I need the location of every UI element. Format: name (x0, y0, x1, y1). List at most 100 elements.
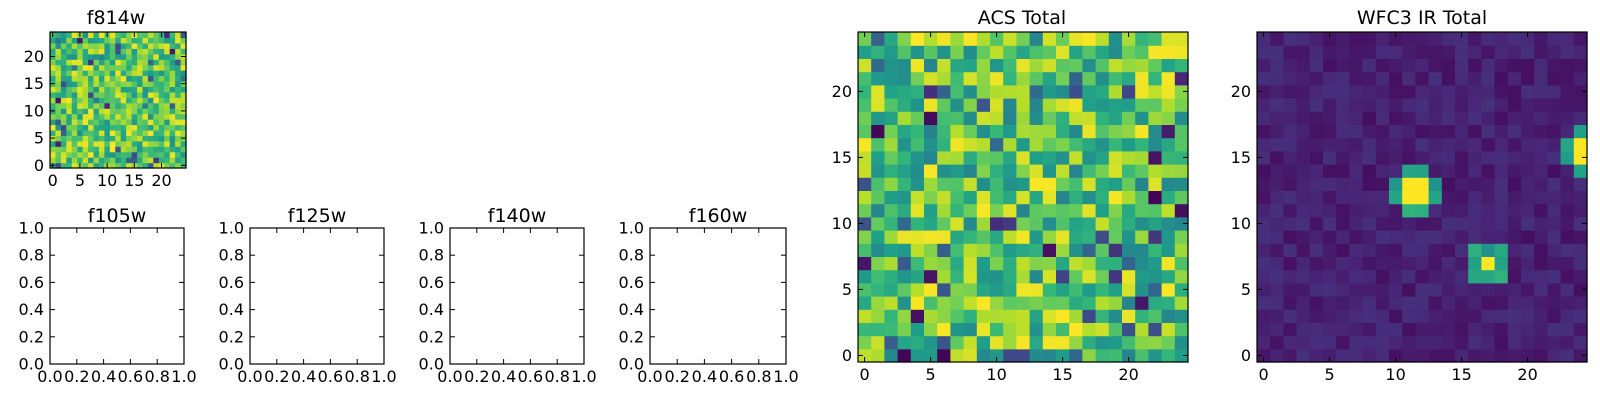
heatmap-cell (871, 348, 885, 363)
heatmap-cell (120, 151, 127, 158)
heatmap-cell (93, 157, 100, 164)
heatmap-cell (1270, 282, 1284, 297)
heatmap-cell (169, 64, 176, 71)
heatmap-cell (950, 296, 965, 310)
heatmap-cell (180, 91, 187, 98)
heatmap-cell (1494, 282, 1509, 297)
heatmap-cell (98, 140, 105, 147)
heatmap-cell (164, 64, 171, 71)
heatmap-cell (1428, 45, 1443, 59)
heatmap-cell (66, 129, 73, 136)
heatmap-cell (93, 53, 100, 60)
heatmap-cell (66, 59, 73, 66)
heatmap-cell (50, 75, 57, 82)
heatmap-cell (963, 45, 978, 59)
heatmap-cell (1108, 164, 1123, 178)
heatmap-cell (1441, 71, 1456, 86)
heatmap-cell (1494, 269, 1509, 284)
heatmap-cell (147, 48, 154, 55)
heatmap-cell (1283, 322, 1298, 337)
heatmap-cell (897, 322, 912, 337)
heatmap-cell (1560, 322, 1575, 337)
heatmap-cell (1283, 243, 1298, 257)
heatmap-cell (1270, 296, 1284, 310)
heatmap-cell (1415, 296, 1430, 310)
heatmap-cell (937, 150, 951, 165)
heatmap-cell (71, 42, 78, 49)
heatmap-cell (180, 32, 187, 39)
heatmap-cell (1161, 282, 1176, 297)
heatmap-cell (924, 322, 938, 337)
heatmap-cell (858, 71, 872, 86)
heatmap-cell (1122, 230, 1136, 244)
heatmap-cell (1029, 137, 1044, 152)
heatmap-cell (1016, 190, 1031, 205)
axes-frame (857, 31, 1189, 363)
heatmap-cell (1148, 71, 1163, 86)
heatmap-cell (871, 296, 885, 310)
heatmap-cell (1069, 296, 1083, 310)
heatmap-cell (1056, 71, 1070, 86)
heatmap-cell (1560, 190, 1575, 205)
axes-frame (649, 227, 787, 365)
heatmap-cell (1534, 45, 1548, 59)
heatmap-cell (1547, 282, 1562, 297)
heatmap-cell (88, 108, 95, 115)
heatmap-cell (88, 59, 95, 66)
heatmap-cell (142, 42, 149, 49)
heatmap-cell (937, 243, 951, 257)
heatmap-cell (1161, 98, 1176, 112)
heatmap-cell (1521, 282, 1535, 297)
heatmap-cell (1428, 348, 1443, 363)
heatmap-cell (1441, 348, 1456, 363)
heatmap-cell (1174, 58, 1189, 73)
heatmap-cell (1336, 177, 1350, 191)
heatmap-cell (180, 37, 187, 44)
heatmap-cell (1056, 256, 1070, 271)
heatmap-cell (924, 203, 938, 218)
heatmap-cell (1161, 137, 1176, 152)
heatmap-cell (1428, 269, 1443, 284)
heatmap-cell (153, 119, 160, 126)
heatmap-cell (858, 84, 872, 99)
heatmap-cell (1016, 309, 1031, 323)
heatmap-cell (924, 164, 938, 178)
heatmap-cell (88, 75, 95, 82)
heatmap-cell (950, 348, 965, 363)
panel-title: ACS Total (978, 7, 1066, 29)
heatmap-cell (93, 32, 100, 39)
heatmap-cell (1082, 137, 1097, 152)
heatmap-cell (871, 84, 885, 99)
heatmap-cell (93, 64, 100, 71)
heatmap-cell (1415, 84, 1430, 99)
heatmap-cell (50, 42, 57, 49)
heatmap-cell (871, 32, 885, 46)
heatmap-cell (50, 129, 57, 136)
heatmap-cell (147, 135, 154, 142)
heatmap-cell (120, 102, 127, 109)
heatmap-cell (120, 42, 127, 49)
heatmap-cell (1148, 124, 1163, 139)
heatmap-cell (1428, 256, 1443, 271)
heatmap-cell (93, 146, 100, 153)
heatmap-cell (1481, 256, 1496, 271)
heatmap-cell (924, 243, 938, 257)
heatmap-cell (1069, 322, 1083, 337)
heatmap-cell (1016, 335, 1031, 350)
heatmap-cell (1415, 282, 1430, 297)
heatmap-cell (55, 135, 62, 142)
heatmap-cell (910, 124, 925, 139)
heatmap-cell (1042, 282, 1057, 297)
heatmap-cell (1309, 111, 1324, 125)
heatmap-cell (1296, 230, 1311, 244)
heatmap-cell (1521, 296, 1535, 310)
heatmap-cell (147, 53, 154, 60)
heatmap-cell (910, 150, 925, 165)
heatmap-cell (1082, 230, 1097, 244)
heatmap-cell (115, 42, 122, 49)
heatmap-cell (82, 64, 89, 71)
heatmap-cell (950, 45, 965, 59)
heatmap-cell (924, 269, 938, 284)
heatmap-cell (1507, 137, 1522, 152)
heatmap-cell (1428, 98, 1443, 112)
